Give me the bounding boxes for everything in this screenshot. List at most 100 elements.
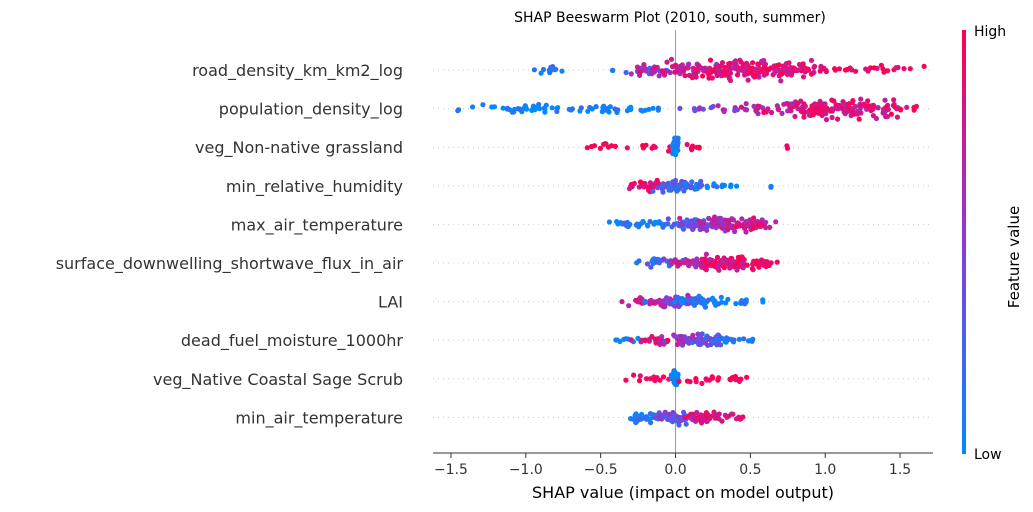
shap-point: [692, 301, 698, 307]
shap-point: [619, 299, 625, 305]
shap-point: [865, 103, 871, 109]
shap-point: [540, 66, 547, 73]
shap-point: [730, 258, 736, 264]
row-gridlines: [433, 69, 933, 418]
shap-point: [824, 105, 830, 111]
shap-point: [642, 299, 648, 305]
shap-point: [921, 63, 927, 69]
shap-point: [731, 337, 737, 343]
x-tick-label: −1.0: [509, 462, 543, 478]
shap-point: [688, 218, 694, 224]
shap-point: [693, 376, 699, 382]
shap-point: [760, 299, 766, 305]
shap-point: [692, 108, 698, 114]
shap-point: [813, 102, 819, 108]
shap-point: [734, 72, 741, 78]
shap-point: [728, 184, 734, 190]
shap-point: [721, 182, 728, 188]
shap-point: [763, 225, 769, 231]
shap-point: [535, 104, 541, 110]
shap-point: [684, 65, 691, 71]
shap-point: [738, 415, 744, 421]
shap-point: [697, 184, 703, 190]
shap-point: [584, 145, 590, 151]
shap-point: [624, 145, 630, 151]
shap-point: [760, 260, 766, 266]
shap-point: [871, 65, 877, 71]
x-tick-label: −1.5: [434, 462, 468, 478]
shap-point: [692, 222, 698, 228]
shap-point: [774, 259, 780, 265]
shap-point: [662, 414, 668, 420]
shap-point: [700, 220, 706, 227]
shap-point: [654, 185, 661, 191]
shap-point: [663, 296, 670, 302]
shap-point: [655, 105, 662, 111]
shap-point: [684, 219, 690, 225]
shap-point: [716, 222, 722, 228]
shap-point: [553, 66, 559, 72]
shap-point: [543, 102, 549, 108]
shap-point: [719, 60, 726, 66]
shap-point: [671, 151, 677, 157]
shap-point: [671, 371, 677, 377]
shap-point: [725, 227, 731, 233]
shap-point: [768, 260, 774, 266]
beeswarm-points: [455, 56, 927, 428]
shap-point: [812, 63, 818, 69]
shap-point: [760, 105, 766, 111]
shap-point: [612, 143, 619, 149]
shap-point: [687, 260, 693, 266]
shap-point: [835, 116, 841, 122]
shap-point: [846, 105, 852, 111]
shap-point: [641, 62, 647, 68]
shap-point: [744, 222, 750, 228]
shap-point: [642, 338, 648, 344]
shap-point: [741, 336, 747, 342]
shap-point: [647, 416, 653, 422]
shap-point: [650, 188, 656, 194]
shap-point: [808, 57, 815, 64]
shap-point: [677, 215, 683, 221]
shap-point: [716, 215, 722, 221]
shap-point: [818, 101, 825, 107]
shap-point: [715, 66, 721, 72]
shap-point: [668, 261, 675, 267]
shap-point: [738, 59, 744, 65]
shap-point: [645, 184, 651, 190]
shap-point: [729, 216, 735, 222]
shap-point: [675, 185, 681, 191]
feature-label: road_density_km_km2_log: [192, 61, 403, 81]
shap-point: [768, 184, 774, 190]
shap-point: [517, 106, 523, 112]
shap-point: [699, 380, 705, 386]
shap-point: [728, 263, 734, 269]
shap-point: [853, 68, 859, 74]
shap-point: [752, 220, 758, 226]
shap-point: [635, 335, 641, 341]
shap-point: [721, 265, 728, 271]
shap-point: [690, 72, 697, 78]
shap-point: [697, 341, 704, 348]
shap-point: [739, 216, 745, 222]
shap-point: [709, 217, 715, 223]
shap-point: [659, 334, 665, 340]
colorbar: [962, 30, 966, 454]
shap-point: [685, 292, 691, 298]
shap-point: [504, 106, 510, 112]
shap-point: [844, 66, 850, 73]
shap-point: [749, 338, 755, 344]
colorbar-high-label: High: [974, 24, 1006, 40]
shap-point: [643, 376, 650, 382]
shap-point: [748, 70, 755, 76]
shap-point: [675, 294, 681, 300]
shap-point: [713, 415, 719, 421]
shap-point: [882, 97, 888, 103]
feature-label: dead_fuel_moisture_1000hr: [181, 331, 404, 351]
shap-point: [799, 108, 805, 114]
shap-point: [774, 103, 780, 109]
shap-point: [656, 73, 662, 79]
shap-point: [650, 105, 656, 111]
shap-point: [697, 417, 704, 423]
shap-point: [660, 224, 666, 230]
